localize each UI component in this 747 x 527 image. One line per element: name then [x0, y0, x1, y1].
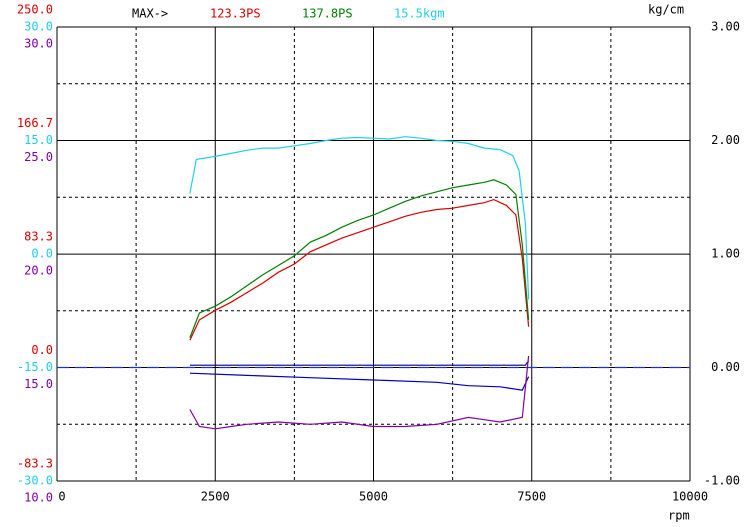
max-value: 123.3PS — [210, 7, 261, 21]
series-line — [189, 372, 530, 391]
y-tick-label: -83.3 — [17, 457, 53, 471]
series-line — [189, 198, 530, 341]
x-tick-label: 10000 — [672, 490, 708, 504]
y-tick-label: 25.0 — [24, 150, 53, 164]
series-line — [189, 360, 530, 366]
series-line — [189, 136, 530, 300]
y-tick-label: 0.0 — [31, 343, 53, 357]
y-tick-label: 10.0 — [24, 491, 53, 505]
max-value: 15.5kgm — [394, 7, 445, 21]
y-tick-label: 83.3 — [24, 230, 53, 244]
x-tick-label: 5000 — [359, 490, 388, 504]
y-tick-label: 250.0 — [17, 3, 53, 17]
y-tick-label: 20.0 — [24, 264, 53, 278]
y2-tick-label: -1.00 — [704, 474, 740, 488]
max-value: 137.8PS — [302, 7, 353, 21]
header-label: MAX-> — [132, 7, 168, 21]
series-line — [189, 356, 530, 430]
y-tick-label: 0.0 — [31, 247, 53, 261]
y2-tick-label: 1.00 — [711, 247, 740, 261]
x-tick-label: 7500 — [517, 490, 546, 504]
y2-tick-label: 3.00 — [711, 20, 740, 34]
y-tick-label: 15.0 — [24, 377, 53, 391]
y2-tick-label: 0.00 — [711, 360, 740, 374]
y-tick-label: 30.0 — [24, 20, 53, 34]
y-tick-label: 30.0 — [24, 37, 53, 51]
y-tick-label: 15.0 — [24, 133, 53, 147]
x-title: rpm — [668, 509, 690, 523]
y-tick-label: -15.0 — [17, 360, 53, 374]
y-tick-label: -30.0 — [17, 474, 53, 488]
y-tick-label: 166.7 — [17, 116, 53, 130]
y2-tick-label: 2.00 — [711, 133, 740, 147]
y2-title: kg/cm — [648, 3, 684, 17]
x-tick-label: 2500 — [201, 490, 230, 504]
x-tick-label: 0 — [58, 490, 65, 504]
series-line — [189, 179, 530, 338]
